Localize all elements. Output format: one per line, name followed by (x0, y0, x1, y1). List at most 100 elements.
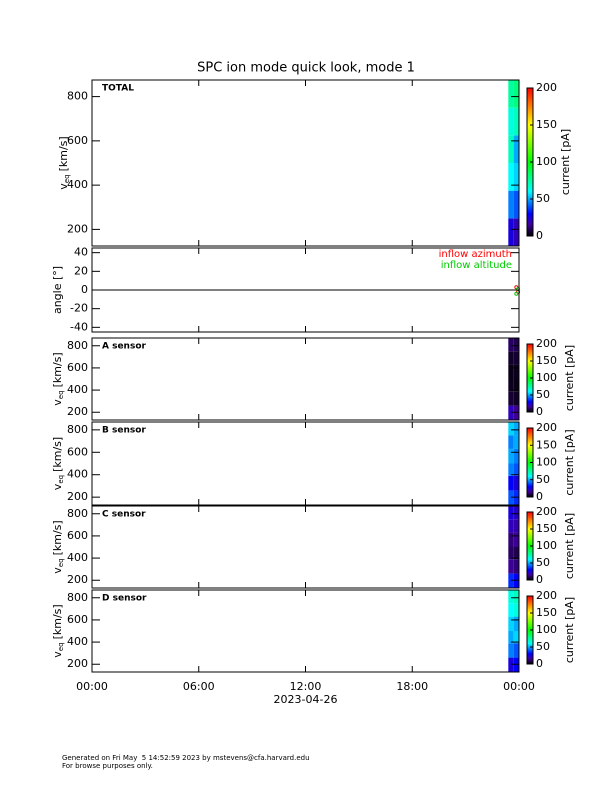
y-tick-label: 600 (67, 613, 88, 626)
heatmap-cell (508, 519, 514, 533)
y-axis-label: veq [km/s] (51, 352, 65, 405)
heatmap-cell (508, 435, 514, 449)
y-tick-label: 400 (67, 635, 88, 648)
heatmap-cell (508, 422, 514, 436)
footer-line: Generated on Fri May 5 14:52:59 2023 by … (62, 754, 310, 762)
heatmap-cell (513, 475, 519, 491)
y-axis-label-sub: eq (57, 642, 65, 651)
colorbar-tick-label: 0 (536, 405, 543, 418)
y-axis-label-unit: [km/s] (57, 136, 70, 171)
heatmap-cell (513, 463, 519, 476)
panel-label: D sensor (102, 594, 147, 604)
x-tick-label: 06:00 (183, 680, 215, 693)
heatmap-cell (508, 532, 514, 547)
colorbar-tick-label: 200 (536, 337, 557, 350)
y-tick-label: 400 (67, 468, 88, 481)
colorbar-tick-label: 100 (536, 155, 557, 168)
heatmap-cell (513, 573, 519, 588)
heatmap-cell (508, 379, 514, 392)
heatmap-cell (508, 631, 514, 644)
y-axis-label-unit: [km/s] (51, 437, 64, 472)
colorbar-tick-label: 100 (536, 623, 557, 636)
y-tick-label: 200 (67, 573, 88, 586)
heatmap-cell (508, 643, 514, 658)
colorbar-tick-label: 100 (536, 539, 557, 552)
y-tick-label: 800 (67, 507, 88, 520)
heatmap-cell (513, 80, 519, 108)
heatmap-cell (508, 405, 514, 420)
heatmap-cell (508, 463, 514, 476)
y-tick-label: 40 (74, 246, 88, 259)
colorbar-label: current [pA] (563, 345, 576, 411)
panel-label: TOTAL (102, 84, 134, 94)
x-tick-label: 18:00 (396, 680, 428, 693)
colorbar-tick-label: 50 (536, 192, 550, 205)
colorbar-tick-label: 0 (536, 657, 543, 670)
colorbar-tick-label: 200 (536, 505, 557, 518)
y-axis-label-sub: eq (63, 174, 71, 183)
data-point (516, 287, 521, 292)
heatmap-cell (508, 603, 514, 617)
heatmap-cell (508, 590, 514, 604)
y-tick-label: 600 (67, 529, 88, 542)
y-tick-label: 800 (67, 423, 88, 436)
heatmap-cell (508, 506, 514, 520)
colorbar-label: current [pA] (563, 513, 576, 579)
colorbar-tick-label: 150 (536, 522, 557, 535)
heatmap-cell (508, 573, 514, 588)
heatmap-cell (508, 338, 514, 352)
y-tick-label: -40 (70, 320, 88, 333)
y-tick-label: 400 (67, 551, 88, 564)
colorbar-tick-label: 200 (536, 81, 557, 94)
heatmap-cell (513, 603, 519, 617)
colorbar-tick-label: 150 (536, 354, 557, 367)
y-tick-label: 800 (67, 339, 88, 352)
heatmap-cell (508, 448, 514, 464)
y-axis-label-sub: eq (57, 558, 65, 567)
heatmap-cell (513, 532, 519, 547)
heatmap-cell (508, 490, 514, 505)
colorbar-label: current [pA] (563, 429, 576, 495)
y-tick-label: 0 (81, 283, 88, 296)
plot-frame (91, 505, 520, 589)
heatmap-cell (508, 657, 514, 672)
heatmap-cell (508, 163, 514, 191)
heatmap-cell (513, 590, 519, 604)
colorbar-tick-label: 150 (536, 118, 557, 131)
heatmap-cell (513, 163, 519, 191)
y-tick-label: -20 (70, 302, 88, 315)
panel-label: C sensor (102, 510, 146, 520)
x-tick-label: 00:00 (76, 680, 108, 693)
y-axis-label-main: v (51, 483, 64, 490)
heatmap-cell (513, 351, 519, 365)
y-axis-label-sub: eq (57, 475, 65, 484)
legend-entry: inflow altitude (441, 260, 512, 271)
footer-line: For browse purposes only. (62, 762, 153, 770)
heatmap-cell (508, 547, 514, 560)
y-axis-label-unit: [km/s] (51, 520, 64, 555)
x-tick-label: 00:00 (503, 680, 535, 693)
heatmap-cell (513, 435, 519, 449)
y-axis-label-unit: [km/s] (51, 604, 64, 639)
heatmap-cell (513, 218, 519, 246)
y-axis-label: veq [km/s] (51, 604, 65, 657)
colorbar-tick-label: 50 (536, 556, 550, 569)
heatmap-cell (513, 559, 519, 574)
heatmap-cell (513, 405, 519, 420)
colorbar-label: current [pA] (563, 597, 576, 663)
heatmap-cell (513, 643, 519, 658)
y-tick-label: 200 (67, 222, 88, 235)
heatmap-cell (513, 448, 519, 464)
panel-label: A sensor (102, 342, 147, 352)
heatmap-cell (508, 616, 514, 631)
y-axis-label-main: v (51, 567, 64, 574)
y-tick-label: 800 (67, 90, 88, 103)
colorbar-tick-label: 50 (536, 388, 550, 401)
heatmap-cell (513, 519, 519, 533)
heatmap-cell (508, 135, 514, 163)
colorbar-tick-label: 150 (536, 606, 557, 619)
y-tick-label: 600 (67, 445, 88, 458)
plot-frame (91, 421, 520, 506)
colorbar-tick-label: 50 (536, 473, 550, 486)
